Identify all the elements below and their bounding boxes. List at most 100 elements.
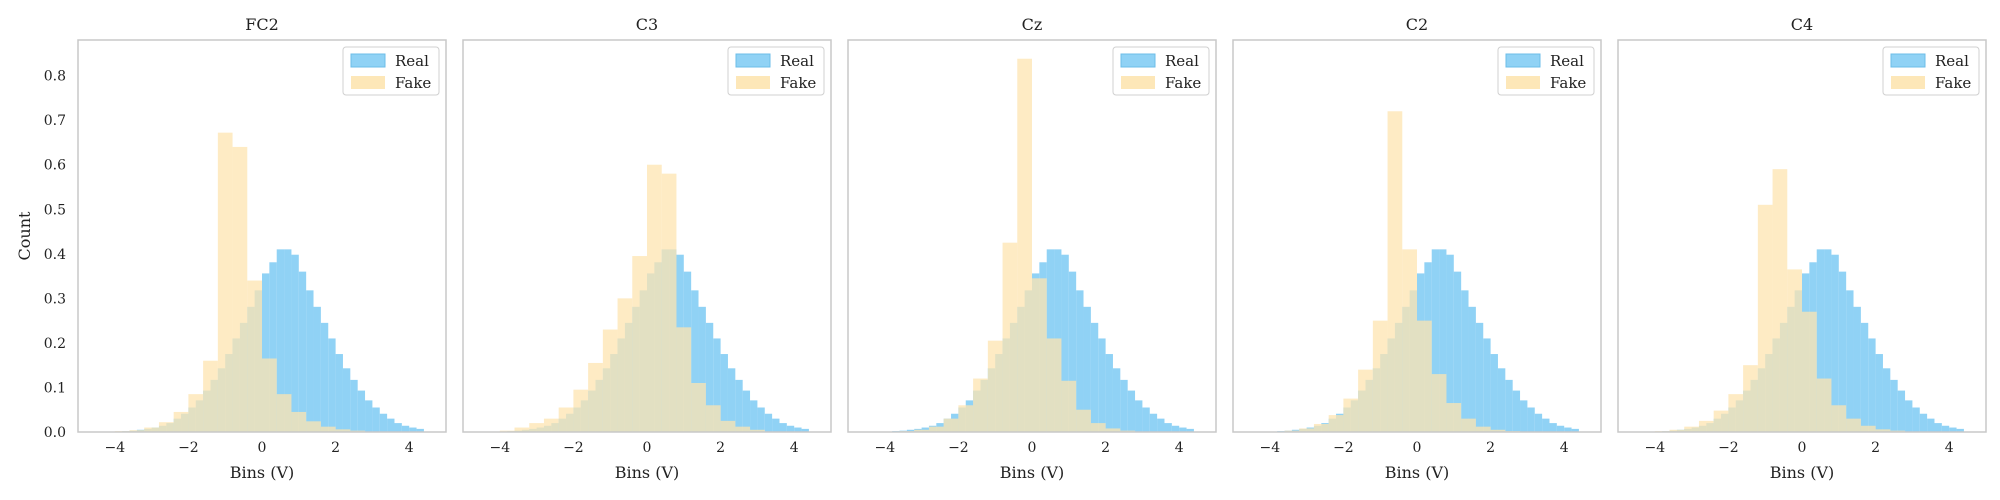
bar-real [1446,254,1454,432]
x-axis-label: Bins (V) [1000,463,1065,482]
bar-real [328,338,336,432]
bar-real [720,354,728,432]
x-tick-label: 2 [1871,440,1880,456]
bar-real [1468,306,1476,432]
bar-fake [735,426,751,432]
bar-fake [588,362,603,432]
bar-fake [558,407,574,432]
x-tick-label: 4 [790,440,799,456]
plot-frame [77,39,447,433]
bar-fake [1669,429,1685,432]
bar-real [1831,254,1839,432]
bar-real [1157,418,1165,432]
x-axis-label: Bins (V) [1770,463,1835,482]
bar-real [1142,407,1150,432]
plot-frame [1232,39,1602,433]
bar-fake [928,426,944,432]
x-tick-label: 4 [405,440,414,456]
legend-label-fake: Fake [780,74,816,92]
bar-fake [1787,269,1802,432]
y-tick-label: 0.8 [44,69,66,85]
y-tick-label: 0.4 [44,247,66,263]
bar-fake [1860,425,1876,432]
x-tick-label: −4 [489,440,510,456]
x-tick-label: 0 [1798,440,1807,456]
bar-real [313,306,321,432]
bar-real [772,418,780,432]
y-tick-label: 0.2 [44,336,66,352]
bar-real [1186,428,1194,432]
legend-swatch-real [350,53,386,68]
bar-real [1956,428,1964,432]
bar-real [387,418,395,432]
bar-real [1127,390,1136,432]
panel-fc2: FC2 −4 −2 0 2 4 Bins (V) 0.0 0.1 0.2 0.3 0.4 0.5 0.6 0… [15,15,447,482]
legend: Real Fake [727,46,825,96]
bar-real [1490,354,1498,432]
legend-swatch-real [1890,53,1926,68]
bar-fake [1032,278,1047,432]
x-tick-label: −2 [1718,440,1739,456]
bar-fake [247,280,262,432]
bar-real [1927,418,1935,432]
x-tick-label: 4 [1560,440,1569,456]
bar-real [1934,423,1942,432]
legend-swatch-fake [351,76,385,89]
bar-fake [1490,429,1506,432]
bar-real [284,249,292,432]
bar-fake [987,340,1003,432]
bar-real [1571,428,1579,432]
series-fake [114,132,380,432]
bar-fake [1816,378,1832,432]
bar-real [1542,418,1550,432]
y-tick-label: 0.7 [44,113,66,129]
bar-real [1483,338,1491,432]
plot-frame [462,39,832,433]
bar-fake [1076,409,1091,432]
bar-fake [306,421,321,432]
bar-fake [262,358,277,432]
bar-fake [173,411,189,432]
bar-real [291,254,299,432]
bar-real [335,354,343,432]
plot-frame [1617,39,1987,433]
legend-label-fake: Fake [395,74,431,92]
legend-swatch-fake [1506,76,1540,89]
bar-real [1816,249,1825,432]
legend: Real Fake [1112,46,1210,96]
bar-real [1475,322,1484,432]
bar-fake [973,378,988,432]
x-tick-label: −2 [563,440,584,456]
bar-fake [1402,249,1417,432]
bar-real [357,390,366,432]
bar-real [372,407,380,432]
bar-real [742,390,751,432]
legend-swatch-fake [1891,76,1925,89]
bar-real [1527,407,1535,432]
legend-label-real: Real [1550,52,1584,70]
x-tick-label: 2 [716,440,725,456]
bar-real [750,400,758,432]
bar-real [1556,425,1565,432]
bar-real [1949,427,1957,432]
bar-fake [1446,403,1462,432]
y-tick-label: 0.5 [44,202,66,218]
bar-real [1120,379,1128,432]
y-tick-label: 0.3 [44,291,66,307]
legend-swatch-fake [736,76,770,89]
bar-fake [1417,320,1432,432]
bar-fake [129,430,145,432]
series-fake [499,164,765,433]
bar-real [1061,254,1069,432]
x-tick-label: 2 [1101,440,1110,456]
bar-real [401,425,410,432]
bar-fake [1757,204,1773,432]
bar-real [1149,413,1158,432]
bar-fake [750,429,765,432]
bar-fake [647,164,662,432]
bar-fake [1358,369,1373,432]
panel-title: Cz [1022,15,1043,34]
panel-title: FC2 [245,15,279,34]
bar-real [1135,400,1143,432]
bar-fake [529,423,544,432]
